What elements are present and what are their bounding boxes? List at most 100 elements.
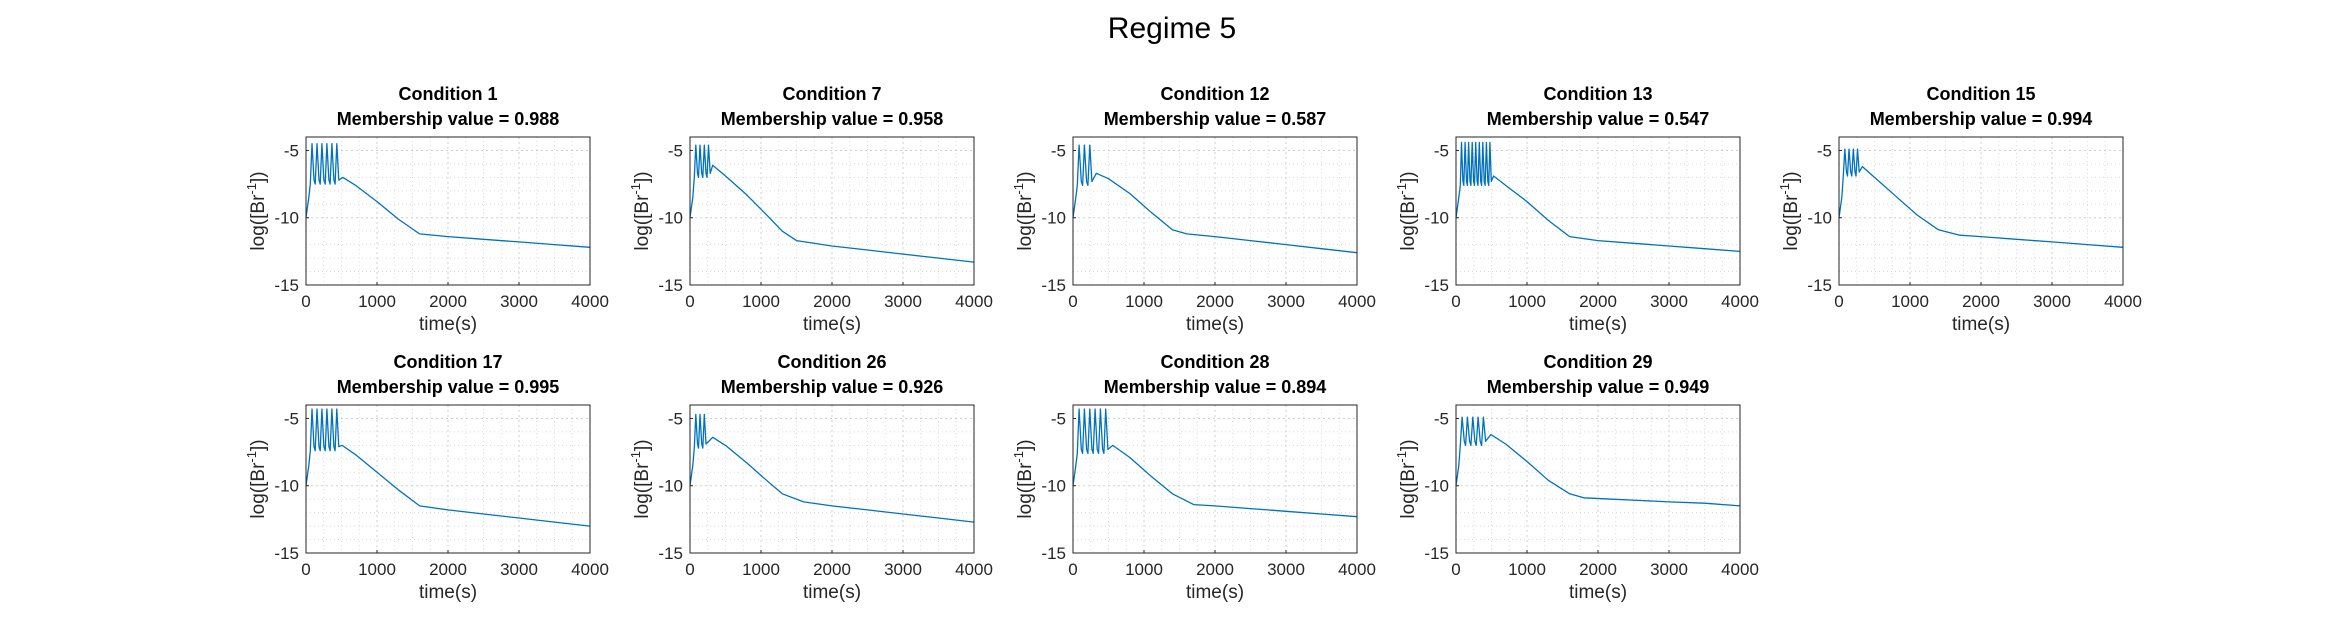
subplot-condition-15: 0 1000 2000 3000 4000 -15 -10 -5 Condition 15 Mem… bbox=[1777, 84, 2142, 335]
series-line bbox=[1455, 416, 1741, 507]
x-tick-label: 4000 bbox=[1338, 292, 1376, 311]
y-tick-label: -15 bbox=[1424, 276, 1449, 295]
series-line bbox=[689, 413, 975, 523]
series-line bbox=[305, 143, 591, 248]
x-tick-label: 0 bbox=[301, 560, 310, 579]
x-tick-label: 2000 bbox=[1196, 292, 1234, 311]
y-tick-label: -15 bbox=[658, 276, 683, 295]
series-line bbox=[1072, 144, 1358, 254]
series-line bbox=[1455, 141, 1741, 253]
x-tick-label: 0 bbox=[685, 560, 694, 579]
y-tick-label: -15 bbox=[1424, 544, 1449, 563]
x-axis-label: time(s) bbox=[1569, 314, 1627, 335]
y-axis-label-base: log([Br bbox=[1781, 194, 1802, 251]
minor-grid bbox=[1839, 136, 2123, 285]
subplot-title: Condition 13 bbox=[1544, 84, 1653, 104]
y-tick-label: -5 bbox=[1434, 409, 1449, 428]
x-tick-label: 1000 bbox=[1508, 560, 1546, 579]
y-tick-label: -10 bbox=[658, 209, 683, 228]
plot-area bbox=[1456, 405, 1740, 553]
plot-area bbox=[306, 405, 590, 553]
x-axis-label: time(s) bbox=[1952, 314, 2010, 335]
y-axis-label-base: log([Br bbox=[1398, 194, 1419, 251]
x-tick-label: 1000 bbox=[1125, 560, 1163, 579]
x-tick-label: 2000 bbox=[813, 560, 851, 579]
x-tick-label: 1000 bbox=[742, 560, 780, 579]
y-axis-label-superscript: -1 bbox=[1777, 183, 1792, 195]
subplot-subtitle: Membership value = 0.926 bbox=[721, 377, 944, 397]
y-axis-label: log([Br-1]) bbox=[1394, 439, 1419, 518]
y-tick-label: -10 bbox=[1424, 477, 1449, 496]
y-axis-label-superscript: -1 bbox=[628, 451, 643, 463]
x-axis-label: time(s) bbox=[803, 582, 861, 603]
y-tick-label: -5 bbox=[668, 409, 683, 428]
major-grid bbox=[1456, 137, 1740, 285]
subplot-title: Condition 29 bbox=[1544, 352, 1653, 372]
x-tick-label: 4000 bbox=[571, 292, 609, 311]
y-axis-label-base: log([Br bbox=[1015, 462, 1036, 519]
figure-title: Regime 5 bbox=[1108, 12, 1236, 45]
series-line bbox=[1838, 148, 2124, 248]
x-tick-label: 4000 bbox=[1721, 560, 1759, 579]
major-grid bbox=[1456, 405, 1740, 553]
y-axis-label-end: ]) bbox=[248, 439, 269, 451]
y-axis-label: log([Br-1]) bbox=[1011, 171, 1036, 250]
x-axis-label: time(s) bbox=[419, 582, 477, 603]
subplot-title: Condition 28 bbox=[1161, 352, 1270, 372]
x-tick-label: 2000 bbox=[429, 292, 467, 311]
x-axis-label: time(s) bbox=[1569, 582, 1627, 603]
y-axis-label-superscript: -1 bbox=[1011, 183, 1026, 195]
x-tick-label: 3000 bbox=[2033, 292, 2071, 311]
x-tick-label: 3000 bbox=[1650, 292, 1688, 311]
subplot-subtitle: Membership value = 0.988 bbox=[337, 109, 560, 129]
plot-area bbox=[690, 137, 974, 285]
subplot-title: Condition 12 bbox=[1161, 84, 1270, 104]
y-tick-label: -5 bbox=[1817, 141, 1832, 160]
y-axis-label: log([Br-1]) bbox=[628, 439, 653, 518]
subplot-title: Condition 15 bbox=[1927, 84, 2036, 104]
plot-area bbox=[1839, 137, 2123, 285]
major-grid bbox=[1073, 137, 1357, 285]
x-tick-label: 4000 bbox=[955, 560, 993, 579]
plot-area bbox=[1456, 137, 1740, 285]
major-grid bbox=[306, 405, 590, 553]
y-tick-label: -10 bbox=[1041, 209, 1066, 228]
series-line bbox=[305, 408, 591, 527]
y-tick-label: -15 bbox=[658, 544, 683, 563]
y-axis-label-superscript: -1 bbox=[1394, 451, 1409, 463]
x-tick-label: 1000 bbox=[1125, 292, 1163, 311]
x-tick-label: 4000 bbox=[1338, 560, 1376, 579]
subplot-title: Condition 1 bbox=[399, 84, 498, 104]
major-grid bbox=[1073, 405, 1357, 553]
subplot-subtitle: Membership value = 0.958 bbox=[721, 109, 944, 129]
y-axis-label: log([Br-1]) bbox=[1777, 171, 1802, 250]
x-tick-label: 4000 bbox=[571, 560, 609, 579]
major-grid bbox=[690, 137, 974, 285]
minor-grid bbox=[1456, 136, 1740, 285]
plot-area bbox=[1073, 405, 1357, 553]
y-tick-label: -5 bbox=[284, 409, 299, 428]
y-axis-label: log([Br-1]) bbox=[628, 171, 653, 250]
x-axis-label: time(s) bbox=[1186, 314, 1244, 335]
y-axis-label-end: ]) bbox=[1781, 171, 1802, 183]
subplot-title: Condition 26 bbox=[778, 352, 887, 372]
x-tick-label: 4000 bbox=[955, 292, 993, 311]
y-tick-label: -10 bbox=[1424, 209, 1449, 228]
series-line bbox=[689, 144, 975, 263]
x-tick-label: 4000 bbox=[1721, 292, 1759, 311]
x-tick-label: 2000 bbox=[1579, 292, 1617, 311]
y-axis-label-end: ]) bbox=[248, 171, 269, 183]
x-tick-label: 0 bbox=[1068, 292, 1077, 311]
y-tick-label: -5 bbox=[1434, 141, 1449, 160]
minor-grid bbox=[690, 404, 974, 553]
y-axis-label-end: ]) bbox=[632, 171, 653, 183]
x-tick-label: 0 bbox=[685, 292, 694, 311]
subplot-subtitle: Membership value = 0.949 bbox=[1487, 377, 1710, 397]
y-axis-label: log([Br-1]) bbox=[244, 439, 269, 518]
x-tick-label: 0 bbox=[301, 292, 310, 311]
y-axis-label-base: log([Br bbox=[632, 462, 653, 519]
y-tick-label: -10 bbox=[1041, 477, 1066, 496]
y-axis-label-end: ]) bbox=[1398, 439, 1419, 451]
subplot-condition-29: 0 1000 2000 3000 4000 -15 -10 -5 Condition 29 Mem… bbox=[1394, 352, 1759, 603]
